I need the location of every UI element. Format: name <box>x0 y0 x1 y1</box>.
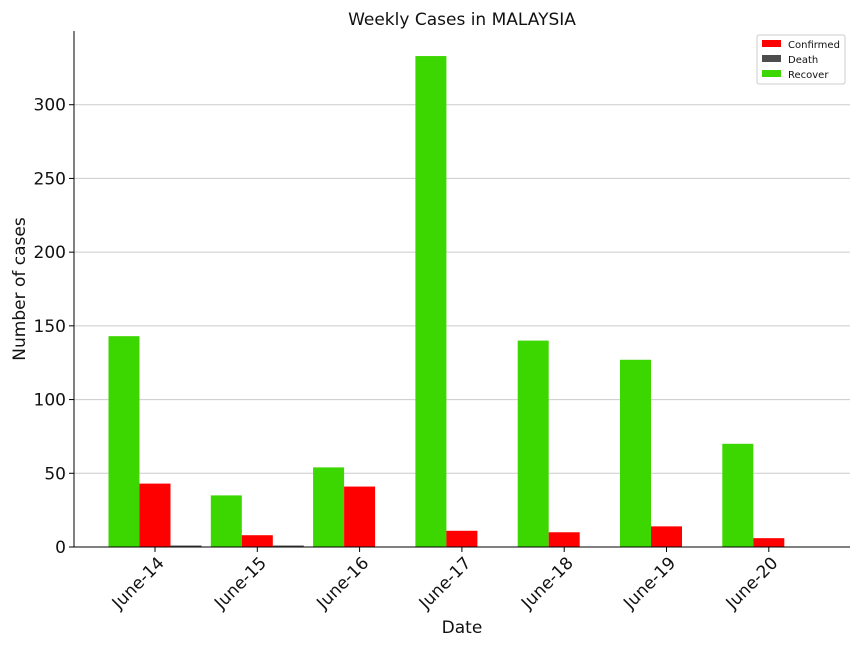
bar-recover <box>108 336 140 547</box>
x-tick-label: June-20 <box>722 553 783 614</box>
bar-confirmed <box>651 526 682 547</box>
legend-label-recover: Recover <box>788 70 829 81</box>
bar-confirmed <box>753 538 785 547</box>
x-tick-label: June-18 <box>517 553 578 614</box>
legend-label-confirmed: Confirmed <box>788 40 840 51</box>
bar-confirmed <box>548 532 580 547</box>
bars <box>108 56 785 547</box>
x-tick-label: June-17 <box>415 553 476 614</box>
legend: Confirmed Death Recover <box>756 34 846 85</box>
y-tick-label: 50 <box>44 464 66 484</box>
y-tick-label: 100 <box>34 391 66 411</box>
y-tick-label: 150 <box>34 317 66 337</box>
bar-recover <box>722 443 754 547</box>
legend-swatch-confirmed <box>762 40 781 47</box>
x-ticks: June-14 June-15 June-16 June-17 June-18 June-… <box>108 547 782 614</box>
x-axis-label: Date <box>442 618 483 638</box>
bar-confirmed <box>139 483 171 547</box>
bar-recover <box>415 56 447 547</box>
x-tick-label: June-19 <box>619 553 680 614</box>
y-tick-label: 300 <box>34 96 66 116</box>
bar-recover <box>210 495 242 547</box>
x-tick-label: June-16 <box>312 553 373 614</box>
bar-confirmed <box>241 535 273 547</box>
y-tick-label: 200 <box>34 243 66 263</box>
legend-swatch-death <box>762 55 781 62</box>
bar-death <box>170 545 202 547</box>
x-tick-label: June-14 <box>108 553 169 614</box>
bar-death <box>272 545 304 547</box>
grid-lines <box>74 104 850 474</box>
x-tick-label: June-15 <box>210 553 271 614</box>
y-tick-label: 250 <box>34 169 66 189</box>
bar-recover <box>313 467 345 547</box>
legend-swatch-recover <box>762 70 781 77</box>
bar-confirmed <box>344 486 376 547</box>
chart-title: Weekly Cases in MALAYSIA <box>348 10 576 30</box>
y-axis-label: Number of cases <box>10 217 30 361</box>
legend-label-death: Death <box>788 55 818 66</box>
bar-recover <box>620 359 651 547</box>
bar-confirmed <box>446 530 478 547</box>
y-ticks: 0 50 100 150 200 250 300 <box>34 96 74 558</box>
y-tick-label: 0 <box>55 538 66 558</box>
bar-recover <box>517 340 549 547</box>
